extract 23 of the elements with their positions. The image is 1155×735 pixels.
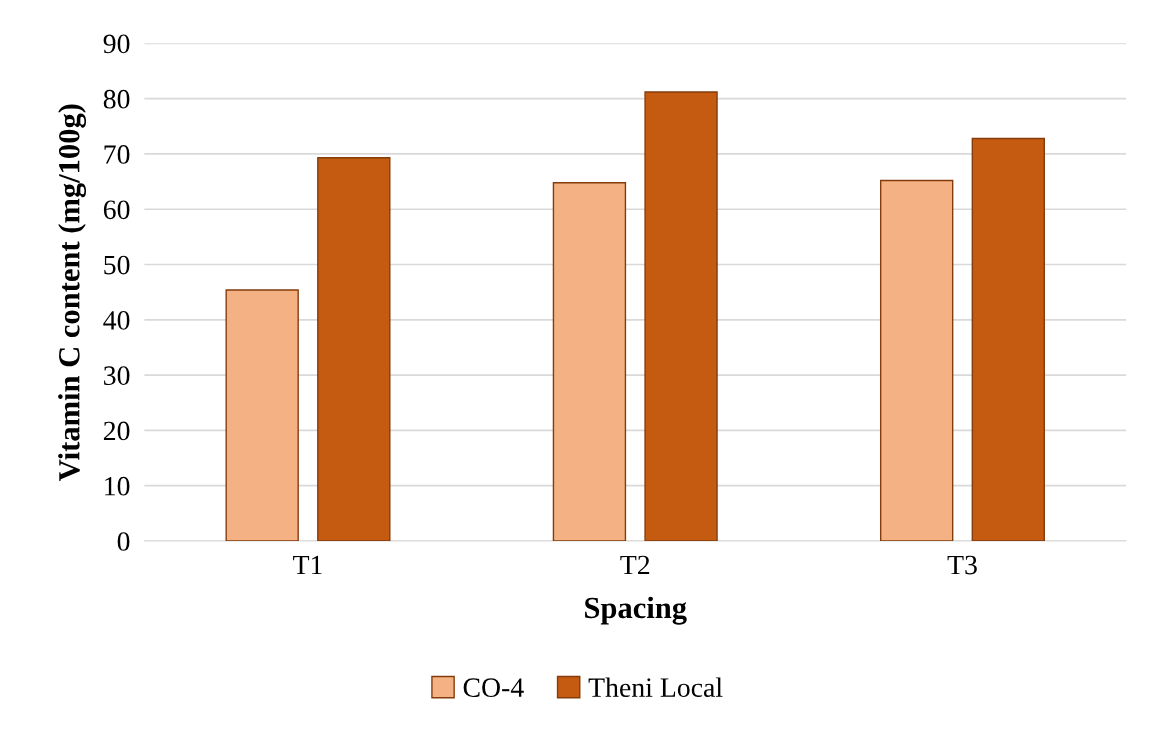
bar: [644, 91, 718, 541]
y-tick-label: 90: [103, 34, 130, 54]
legend-label: CO-4: [463, 678, 524, 698]
bar: [552, 181, 627, 541]
x-axis-title: Spacing: [585, 596, 687, 625]
y-axis-title: Vitamin C content (mg/100g): [58, 104, 87, 481]
bar: [225, 289, 299, 541]
y-tick-label: 30: [104, 366, 130, 386]
y-tick-label: 40: [103, 310, 130, 330]
y-tick-label: 10: [105, 476, 130, 496]
y-tick-label: 80: [103, 89, 130, 109]
y-tick-label: 20: [103, 421, 130, 441]
bar: [317, 157, 391, 541]
bar: [879, 179, 954, 541]
x-tick-label: T3: [947, 555, 977, 575]
y-tick-label: 0: [117, 532, 130, 551]
bar: [971, 137, 1046, 541]
y-tick-label: 50: [104, 255, 130, 275]
y-tick-label: 70: [104, 145, 130, 164]
x-tick-label: T2: [620, 555, 650, 575]
y-tick-label: 60: [103, 200, 130, 220]
x-tick-label: T1: [293, 555, 322, 575]
legend-label: Theni Local: [588, 677, 723, 698]
